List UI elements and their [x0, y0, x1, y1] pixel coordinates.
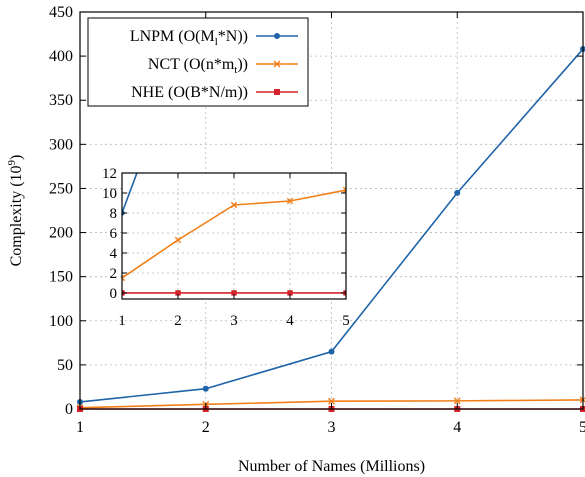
x-tick-label: 1: [76, 419, 84, 436]
inset-x-tick-label: 1: [118, 313, 126, 329]
inset-x-tick-label: 3: [230, 313, 238, 329]
x-tick-label: 3: [328, 419, 336, 436]
data-point: [328, 397, 335, 405]
legend-label: NCT (O(n*mt)): [148, 56, 248, 76]
legend-label: NHE (O(B*N/m)): [131, 84, 248, 101]
data-point: [174, 236, 182, 244]
data-point: [453, 397, 461, 405]
y-axis-label: Complexity (109): [6, 155, 25, 267]
data-point: [274, 33, 280, 39]
data-point: [454, 189, 461, 196]
y-tick-label: 450: [49, 4, 73, 21]
data-point: [273, 60, 281, 68]
inset-x-tick-label: 5: [342, 313, 350, 329]
y-tick-label: 250: [49, 180, 73, 197]
legend-label: LNPM (O(Ml*N)): [130, 28, 248, 48]
data-point: [122, 274, 126, 282]
series-0: [77, 46, 585, 405]
x-tick-label: 4: [453, 419, 461, 436]
y-axis-label-sup: 9: [6, 159, 18, 165]
y-tick-label: 400: [49, 48, 73, 65]
inset-x-tick-label: 4: [286, 313, 294, 329]
y-tick-label: 300: [49, 136, 73, 153]
data-point: [328, 348, 335, 355]
x-axis-label: Number of Names (Millions): [238, 458, 425, 475]
data-point: [286, 197, 294, 205]
y-tick-label: 0: [65, 401, 73, 418]
y-tick-label: 200: [49, 225, 73, 242]
x-tick-label: 2: [202, 419, 210, 436]
inset-y-tick-label: 6: [110, 226, 118, 242]
legend: LNPM (O(Ml*N)) NCT (O(n*mt)) NHE (O(B*N/m)…: [87, 17, 309, 107]
data-point: [274, 89, 280, 95]
inset-y-tick-label: 2: [110, 266, 118, 282]
y-axis-label-base: Complexity (10: [8, 165, 25, 266]
x-tick-label: 5: [579, 419, 585, 436]
data-point: [342, 186, 346, 194]
data-point: [287, 290, 293, 296]
inset-y-tick-label: 4: [110, 246, 118, 262]
inset-y-tick-label: 8: [110, 206, 118, 222]
inset-series: [122, 173, 346, 296]
data-point: [230, 201, 238, 209]
y-tick-label: 350: [49, 92, 73, 109]
data-point: [231, 290, 237, 296]
y-tick-label: 50: [57, 357, 73, 374]
data-point: [202, 385, 209, 392]
inset-x-tick-label: 2: [174, 313, 182, 329]
inset-background: [122, 173, 346, 299]
y-tick-label: 100: [49, 313, 73, 330]
series-1: [122, 186, 346, 282]
data-point: [175, 290, 181, 296]
y-axis-label-tail: ): [8, 155, 25, 160]
y-tick-label: 150: [49, 269, 73, 286]
inset-y-tick-label: 12: [102, 166, 117, 182]
inset-y-tick-label: 10: [102, 186, 117, 202]
inset-y-tick-label: 0: [110, 286, 118, 302]
